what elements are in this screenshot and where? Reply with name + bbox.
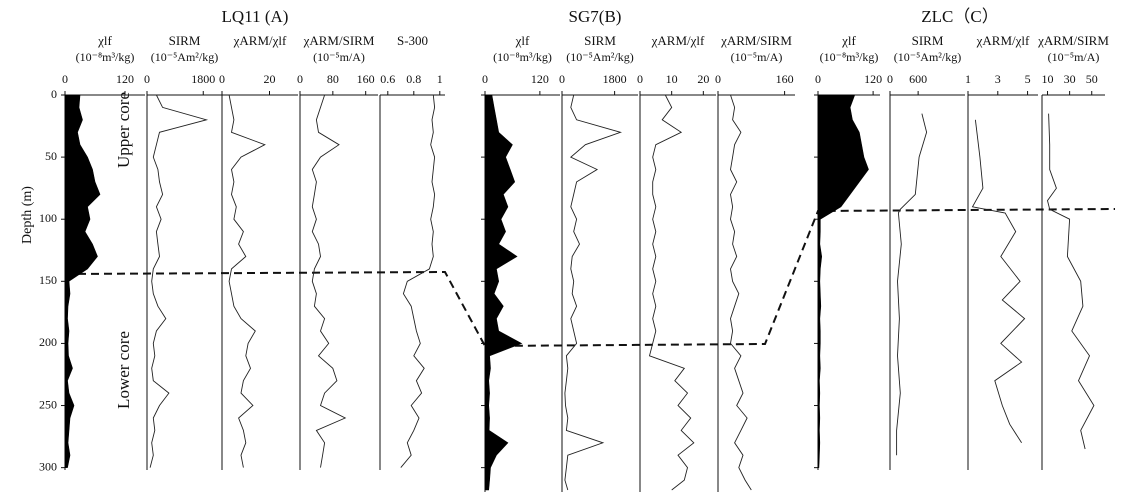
x-tick-label: 120: [116, 72, 134, 86]
x-tick-label: 0: [887, 72, 893, 86]
panel-title: χlf: [97, 33, 112, 48]
lower-core-label: Lower core: [114, 331, 133, 409]
panel-unit: (10⁻⁸m³/kg): [820, 50, 879, 64]
x-tick-label: 3: [995, 72, 1001, 86]
profile-line: [228, 94, 266, 468]
panel-title: χARM/χlf: [976, 33, 1030, 48]
profile-line: [1047, 113, 1095, 450]
chi-area: [484, 94, 523, 491]
panel-title: S-300: [397, 33, 428, 48]
group-title: LQ11 (A): [222, 7, 289, 26]
upper-core-label: Upper core: [114, 92, 133, 168]
x-tick-label: 160: [776, 72, 794, 86]
x-tick-label: 0: [815, 72, 821, 86]
x-tick-label: 0: [62, 72, 68, 86]
x-tick-label: 1: [965, 72, 971, 86]
panel-unit: (10⁻⁸m³/kg): [493, 50, 552, 64]
panel-title: χARM/χlf: [651, 33, 705, 48]
x-tick-label: 5: [1025, 72, 1031, 86]
panel-title: χlf: [841, 33, 856, 48]
profile-line: [400, 94, 436, 468]
panel-title: χARM/SIRM: [1037, 33, 1109, 48]
chi-area: [817, 94, 869, 468]
x-tick-label: 1800: [603, 72, 627, 86]
profile-line: [564, 94, 622, 491]
x-tick-label: 0: [715, 72, 721, 86]
x-tick-label: 20: [697, 72, 709, 86]
profile-line: [971, 119, 1026, 444]
x-tick-label: 1800: [191, 72, 215, 86]
panel-title: SIRM: [584, 33, 616, 48]
chi-area: [64, 94, 101, 468]
x-tick-label: 0: [482, 72, 488, 86]
x-tick-label: 0: [559, 72, 565, 86]
profile-line: [648, 94, 695, 491]
group-title: SG7(B): [569, 7, 622, 26]
y-tick-label: 250: [39, 397, 57, 411]
x-tick-label: 120: [864, 72, 882, 86]
panel-title: χARM/χlf: [233, 33, 287, 48]
y-tick-label: 150: [39, 273, 57, 287]
profile-line: [311, 94, 347, 468]
y-tick-label: 300: [39, 459, 57, 473]
x-tick-label: 30: [1064, 72, 1076, 86]
panel-title: χlf: [515, 33, 530, 48]
panel-unit: (10⁻⁵Am²/kg): [151, 50, 218, 64]
x-tick-label: 600: [909, 72, 927, 86]
panel-unit: (10⁻⁸m³/kg): [76, 50, 135, 64]
x-tick-label: 0: [144, 72, 150, 86]
x-tick-label: 80: [327, 72, 339, 86]
x-tick-label: 10: [1042, 72, 1054, 86]
x-tick-label: 0: [637, 72, 643, 86]
panel-unit: (10⁻⁵m/A): [1048, 50, 1100, 64]
panel-title: SIRM: [912, 33, 944, 48]
x-tick-label: 0: [297, 72, 303, 86]
x-tick-label: 0.6: [380, 72, 395, 86]
panel-unit: (10⁻⁵Am²/kg): [894, 50, 961, 64]
panel-unit: (10⁻⁵Am²/kg): [566, 50, 633, 64]
panel-title: χARM/SIRM: [720, 33, 792, 48]
group-title: ZLC（C）: [921, 7, 998, 26]
x-tick-label: 120: [531, 72, 549, 86]
x-tick-label: 20: [264, 72, 276, 86]
profile-line: [149, 94, 209, 468]
depth-axis-label: Depth (m): [20, 186, 35, 244]
y-tick-label: 50: [45, 149, 57, 163]
x-tick-label: 10: [666, 72, 678, 86]
panel-title: χARM/SIRM: [303, 33, 375, 48]
x-tick-label: 160: [357, 72, 375, 86]
profile-line: [896, 113, 928, 456]
panel-unit: (10⁻⁵m/A): [731, 50, 783, 64]
x-tick-label: 0.8: [406, 72, 421, 86]
x-tick-label: 1: [437, 72, 443, 86]
panel-unit: (10⁻⁵m/A): [313, 50, 365, 64]
x-tick-label: 50: [1086, 72, 1098, 86]
profile-line: [730, 94, 752, 491]
correlation-line: [64, 208, 1116, 348]
y-tick-label: 200: [39, 335, 57, 349]
panel-title: SIRM: [169, 33, 201, 48]
y-tick-label: 0: [51, 87, 57, 101]
x-tick-label: 0: [219, 72, 225, 86]
y-tick-label: 100: [39, 211, 57, 225]
